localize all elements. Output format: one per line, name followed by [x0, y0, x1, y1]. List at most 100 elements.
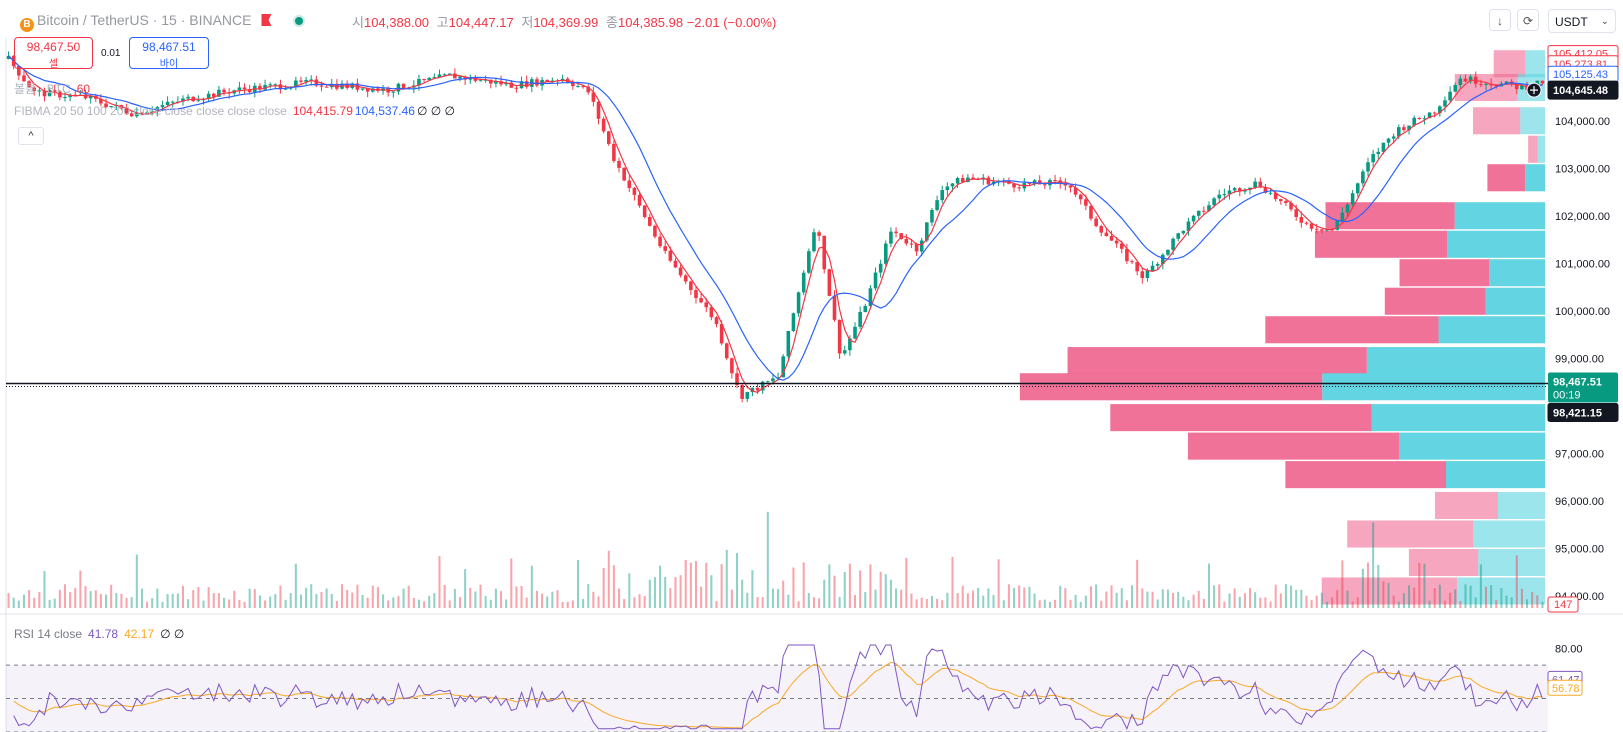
- volume-bar: [253, 589, 256, 608]
- candle-body: [919, 240, 924, 252]
- volume-bar: [761, 597, 764, 608]
- volume-profile-sell-bar: [1384, 287, 1486, 315]
- volume-bar: [936, 598, 939, 608]
- volume-bar: [89, 591, 92, 608]
- volume-bar: [443, 584, 446, 608]
- collapse-legend-button[interactable]: ^: [18, 127, 44, 145]
- volume-bar: [1177, 591, 1180, 608]
- volume-bar: [1238, 596, 1241, 608]
- volume-bar: [664, 576, 667, 608]
- volume-bar: [1536, 595, 1539, 608]
- volume-bar: [402, 588, 405, 608]
- volume-bar: [1202, 598, 1205, 608]
- candle-body: [1043, 184, 1047, 186]
- volume-bar: [1320, 592, 1323, 608]
- ma-legend[interactable]: FIBMA 20 50 100 200 close close close cl…: [14, 104, 455, 118]
- candle-body: [1273, 192, 1278, 200]
- volume-bar: [956, 592, 959, 608]
- volume-bar: [1408, 585, 1411, 608]
- fullscreen-icon[interactable]: ⟳: [1517, 9, 1539, 31]
- candle-body: [1084, 199, 1088, 206]
- chevron-down-icon: ⌄: [1600, 16, 1609, 27]
- volume-bar: [1325, 601, 1329, 608]
- candle-body: [1078, 194, 1083, 200]
- rsi-legend[interactable]: RSI 14 close 41.78 42.17 ∅ ∅: [14, 627, 184, 641]
- volume-bar: [1290, 585, 1293, 608]
- candle-body: [222, 89, 226, 93]
- volume-bar: [1054, 599, 1057, 608]
- volume-bar: [474, 591, 477, 608]
- candle-body: [1027, 182, 1032, 184]
- candle-body: [52, 90, 57, 92]
- volume-profile-sell-bar: [1399, 259, 1490, 287]
- candle-body: [186, 96, 190, 99]
- volume-bar: [1002, 600, 1005, 608]
- volume-bar: [1351, 601, 1354, 608]
- candle-body: [258, 85, 262, 90]
- ma-value-2: 104,537.46: [354, 104, 415, 118]
- volume-bar: [340, 584, 344, 608]
- volume-bar: [997, 559, 1000, 608]
- volume-bar: [84, 586, 87, 608]
- currency-value: USDT: [1555, 15, 1588, 29]
- close-label: 종: [606, 15, 618, 30]
- volume-bar: [1248, 588, 1252, 608]
- candle-body: [1386, 138, 1391, 143]
- volume-bar: [99, 593, 102, 608]
- volume-bar: [258, 595, 261, 608]
- download-icon[interactable]: ↓: [1489, 9, 1511, 31]
- candle-body: [935, 200, 939, 211]
- volume-bar: [22, 594, 25, 608]
- candle-body: [247, 89, 252, 93]
- candle-body: [683, 275, 688, 282]
- market-status-icon: [293, 15, 306, 27]
- currency-select[interactable]: USDT ⌄: [1548, 9, 1616, 33]
- candle-body: [1099, 226, 1104, 233]
- bitcoin-icon: B: [20, 18, 34, 32]
- volume-bar: [1110, 585, 1113, 608]
- price-axis-tick: 102,000.00: [1555, 211, 1610, 223]
- candle-body: [1463, 78, 1468, 82]
- candle-body: [930, 210, 934, 223]
- volume-bar: [859, 570, 862, 608]
- flag-icon[interactable]: [261, 14, 272, 26]
- candle-body: [1320, 229, 1324, 231]
- symbol-title[interactable]: B Bitcoin / TetherUS · 15 · BINANCE: [20, 12, 306, 32]
- price-axis-tick: 97,000.00: [1555, 448, 1604, 460]
- volume-profile-buy-bar: [1438, 316, 1545, 344]
- candle-body: [263, 85, 267, 90]
- volume-bar: [171, 593, 174, 608]
- volume-bar: [382, 594, 385, 608]
- buy-button[interactable]: 98,467.51 바이: [129, 37, 209, 70]
- volume-bar: [1084, 595, 1087, 608]
- volume-bar: [766, 511, 769, 608]
- volume-bar: [684, 559, 687, 608]
- candle-body: [960, 178, 965, 183]
- volume-profile-buy-bar: [1478, 548, 1545, 577]
- volume-bar: [966, 593, 969, 608]
- volume-bar: [797, 601, 800, 608]
- candle-body: [596, 101, 601, 119]
- volume-bar: [633, 597, 636, 608]
- rsi-line: [13, 644, 1543, 730]
- candle-body: [807, 251, 811, 273]
- candle-body: [206, 93, 211, 99]
- volume-bar: [305, 587, 308, 608]
- candle-body: [47, 90, 52, 97]
- volume-bar: [392, 597, 395, 608]
- candle-body: [637, 194, 642, 206]
- volume-legend[interactable]: 볼륨 · BTC 60: [14, 80, 90, 97]
- volume-bar: [63, 584, 67, 608]
- candle-body: [1089, 205, 1093, 219]
- price-axis-tick: 100,000.00: [1555, 306, 1610, 318]
- volume-profile-sell-bar: [1265, 316, 1439, 344]
- candle-body: [801, 272, 806, 293]
- volume-profile-sell-bar: [1473, 107, 1521, 135]
- volume-bar: [884, 574, 887, 608]
- sell-button[interactable]: 98,467.50 셀: [14, 37, 93, 70]
- volume-bar: [1377, 564, 1380, 608]
- volume-bar: [69, 592, 72, 608]
- volume-bar: [325, 588, 328, 608]
- volume-bar: [181, 585, 185, 608]
